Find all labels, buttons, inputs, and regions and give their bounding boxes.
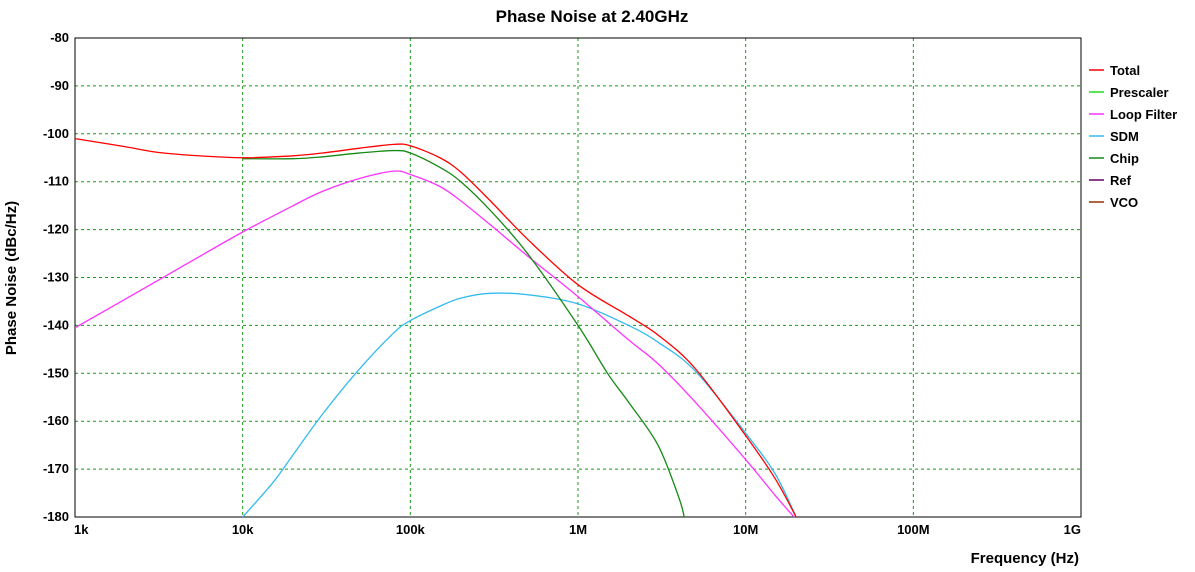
y-tick-label: -140 [43,317,69,332]
legend-label-ref: Ref [1110,173,1132,188]
y-tick-label: -110 [44,174,69,189]
x-tick-label: 1k [74,522,89,537]
y-tick-label: -160 [43,413,69,428]
x-axis-label: Frequency (Hz) [971,550,1079,567]
plot-frame [74,37,1082,518]
x-tick-label: 1M [569,522,587,537]
y-tick-label: -150 [43,365,69,380]
x-tick-label: 10M [733,522,758,537]
y-tick-label: -130 [43,270,69,285]
y-tick-label: -180 [43,509,69,524]
y-tick-label: -170 [43,461,69,476]
series-line-chip [242,149,685,517]
legend-label-total: Total [1110,63,1140,78]
y-axis-label: Phase Noise (dBc/Hz) [3,201,20,355]
y-tick-label: -120 [43,222,69,237]
y-tick-label: -90 [50,78,69,93]
legend-label-chip: Chip [1110,151,1139,166]
series-line-sdm [242,292,797,517]
series-layer [75,137,797,517]
legend-label-sdm: SDM [1110,129,1139,144]
y-tick-label: -100 [43,126,69,141]
legend: Total Prescaler Loop Filter SDM Chip Ref VCO [1089,63,1177,210]
x-tick-label: 10k [232,522,254,537]
chart-title: Phase Noise at 2.40GHz [496,7,689,26]
y-tick-labels: -80 -90 -100 -110 -120 -130 -140 -150 -160 -170 -1… [43,30,69,524]
series-line-loop-filter [75,170,795,517]
y-tick-label: -80 [50,30,69,45]
legend-label-vco: VCO [1110,195,1138,210]
legend-label-loop-filter: Loop Filter [1110,107,1177,122]
x-tick-label: 100k [396,522,426,537]
x-tick-label: 1G [1064,522,1081,537]
legend-label-prescaler: Prescaler [1110,85,1169,100]
grid-layer [75,38,1081,517]
x-tick-labels: 1k 10k 100k 1M 10M 100M 1G [74,522,1081,537]
series-line-total [75,137,797,517]
x-tick-label: 100M [897,522,930,537]
